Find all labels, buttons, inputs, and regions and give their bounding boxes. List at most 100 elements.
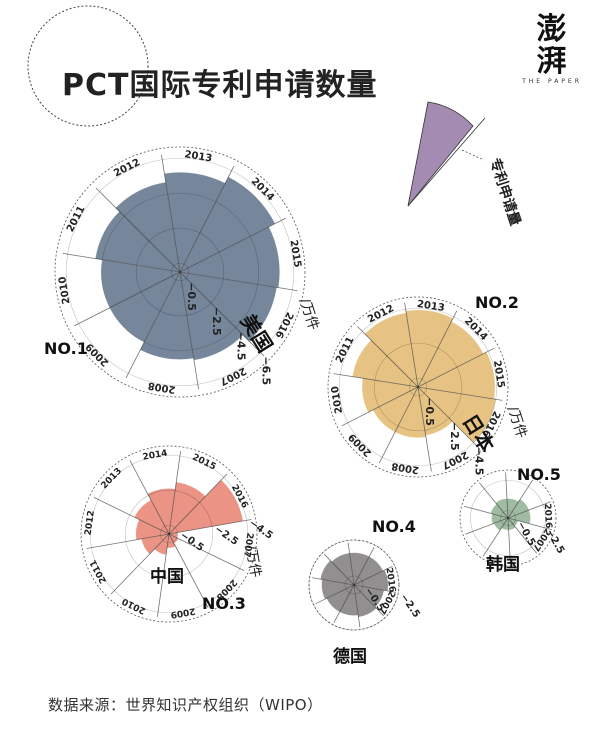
radial-line	[353, 584, 361, 628]
radial-line	[311, 577, 355, 586]
rank-label: NO.5	[517, 465, 561, 484]
logo-mark: 澎湃	[536, 12, 568, 79]
year-label: 2011	[65, 204, 87, 234]
radial-line	[93, 497, 170, 535]
radial-line	[507, 479, 534, 519]
grid-ring	[65, 157, 295, 387]
year-label: 2012	[84, 510, 97, 536]
radial-line	[86, 533, 170, 549]
legend-label: 专利申请量	[486, 156, 524, 228]
grid-ring	[470, 480, 546, 556]
tick-label: −2.5	[448, 422, 461, 451]
polar-charts: −0.5−2.5−4.5−6.5200720082009201020112012…	[44, 146, 566, 667]
radial-line	[333, 373, 419, 388]
source-note: 数据来源：世界知识产权组织（WIPO）	[48, 696, 323, 714]
outer-ring	[327, 296, 509, 478]
tick-label: −0.5	[423, 397, 436, 426]
grid-ring	[159, 524, 179, 544]
radial-line	[417, 347, 495, 388]
year-label: 2013	[416, 299, 445, 314]
radial-line	[507, 501, 551, 519]
radial-line	[505, 472, 509, 519]
radial-line	[168, 519, 252, 535]
tick-label: −2.5	[210, 307, 223, 336]
radial-line	[353, 565, 393, 586]
year-label: 2007	[218, 365, 248, 387]
radial-line	[417, 386, 503, 401]
outer-ring	[54, 146, 306, 398]
radial-line	[129, 460, 170, 535]
radial-line	[179, 217, 286, 273]
year-label: 2015	[190, 453, 217, 473]
year-label: 2007	[241, 532, 254, 558]
radial-line	[417, 386, 432, 472]
radial-line	[404, 302, 419, 388]
radial-line	[507, 517, 538, 554]
radial-line	[463, 505, 509, 519]
legend: 专利申请量	[407, 101, 524, 228]
radial-line	[179, 271, 298, 291]
title-decor-circle	[27, 5, 149, 127]
outer-ring	[308, 539, 400, 631]
radial-line	[482, 517, 509, 557]
radial-line	[62, 253, 181, 273]
year-label: 2012	[112, 157, 142, 179]
grid-ring	[135, 227, 225, 317]
rank-label: NO.2	[475, 293, 519, 312]
radial-line	[95, 187, 181, 273]
grid-ring	[170, 262, 190, 282]
radial-line	[324, 553, 355, 586]
radial-line	[333, 584, 355, 623]
radial-line	[347, 542, 355, 586]
unit-label: /万件	[242, 544, 263, 579]
year-label: 2013	[100, 466, 125, 491]
radial-line	[315, 584, 355, 605]
radial-line	[161, 154, 181, 273]
legend-wedge	[407, 101, 474, 207]
country-label: 韩国	[486, 554, 520, 575]
radial-line	[74, 271, 181, 327]
rank-label: NO.1	[44, 339, 88, 358]
country-label: 德国	[333, 646, 367, 667]
legend-leader	[461, 149, 485, 161]
outer-ring	[80, 445, 258, 623]
grid-ring	[124, 489, 214, 579]
radial-line	[465, 517, 509, 535]
grid-ring	[373, 342, 463, 432]
radial-line	[378, 386, 419, 464]
radial-line	[168, 533, 209, 608]
radial-line	[179, 271, 199, 390]
grid-ring	[408, 377, 428, 397]
year-label: 2015	[287, 239, 302, 268]
tick-label: −2.5	[398, 592, 422, 620]
grid-ring	[89, 454, 249, 614]
radial-line	[507, 517, 553, 531]
radial-line	[417, 310, 458, 388]
grid-ring	[100, 192, 260, 352]
year-label: 2010	[330, 385, 345, 414]
unit-label: /万件	[296, 296, 321, 332]
chart-cn: −0.5 −2.5 −4.52007200820092010201120122013…	[80, 445, 275, 623]
rank-label: NO.3	[202, 594, 246, 613]
logo-subtitle: THE PAPER	[522, 78, 582, 85]
country-label: 中国	[150, 566, 184, 587]
tick-label: −0.5	[178, 530, 206, 554]
year-label: 2016	[383, 567, 396, 593]
radial-line	[125, 271, 181, 378]
radial-line	[110, 533, 170, 595]
tick-label: −2.5	[212, 524, 240, 548]
grid-ring	[344, 575, 364, 595]
year-label: 2016	[542, 503, 553, 529]
grid-ring	[338, 307, 498, 467]
radial-line	[168, 533, 245, 571]
tick-label: −4.5	[235, 332, 248, 361]
year-label: 2008	[147, 379, 176, 394]
legend-line	[407, 117, 486, 207]
radial-line	[417, 386, 479, 448]
year-label: 2009	[84, 341, 111, 368]
brand-logo: 澎湃 THE PAPER	[522, 12, 582, 86]
radial-line	[179, 271, 265, 357]
